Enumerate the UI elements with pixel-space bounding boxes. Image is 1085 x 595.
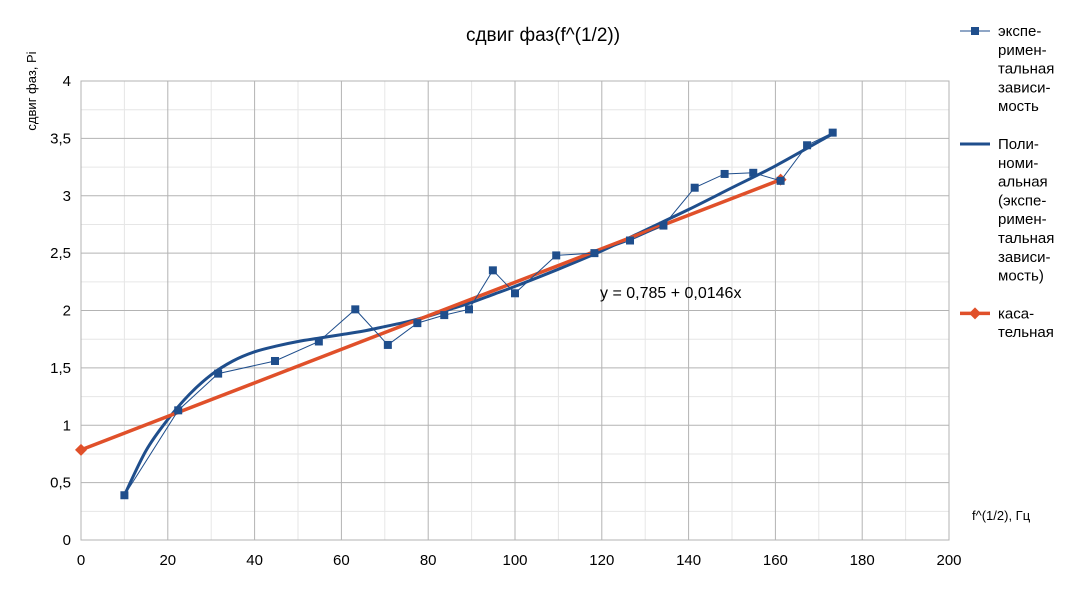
- legend-label-line: римен-: [998, 211, 1047, 228]
- trendline-equation: y = 0,785 + 0,0146x: [600, 285, 741, 302]
- y-tick-label: 1,5: [50, 360, 71, 377]
- tangent-line: [80, 178, 782, 452]
- experimental-point: [120, 491, 129, 500]
- experimental-point: [351, 305, 360, 314]
- legend-marker: [969, 307, 981, 320]
- experimental-point: [659, 221, 668, 230]
- x-axis-label: f^(1/2), Гц: [972, 508, 1031, 523]
- experimental-point: [803, 141, 812, 150]
- experimental-point: [776, 176, 785, 185]
- experimental-point: [511, 289, 519, 298]
- experimental-point: [174, 406, 183, 415]
- experimental-point: [214, 369, 223, 378]
- y-tick-label: 2,5: [50, 245, 71, 262]
- legend-item-3: каса-тельная: [960, 305, 1054, 341]
- legend-label: экспе-римен-тальная зависи-мость: [998, 23, 1054, 115]
- legend-marker: [971, 27, 979, 35]
- x-axis-ticks: 0 20 40 60 80 100 120 140 160 180 200: [77, 552, 962, 569]
- experimental-point: [464, 305, 473, 314]
- y-tick-label: 3,5: [50, 130, 71, 147]
- y-tick-label: 4: [63, 73, 71, 90]
- legend-label-line: зависи-: [998, 79, 1050, 96]
- y-axis-ticks: 0 0,5 1 1,5 2 2,5 3 3,5 4: [50, 73, 71, 549]
- experimental-series-line: [123, 132, 833, 496]
- experimental-point: [440, 311, 449, 320]
- x-tick-label: 200: [936, 552, 961, 569]
- legend-label-line: тальная: [998, 61, 1054, 78]
- legend-label-line: мость): [998, 268, 1044, 285]
- legend-label-line: альная: [998, 174, 1048, 191]
- y-tick-label: 3: [63, 188, 71, 205]
- experimental-point: [314, 337, 323, 346]
- x-tick-label: 140: [676, 552, 701, 569]
- experimental-point: [690, 183, 699, 192]
- y-tick-label: 0,5: [50, 475, 71, 492]
- legend-label: каса-тельная: [998, 305, 1054, 341]
- plot-border: [80, 80, 950, 541]
- y-axis-label: сдвиг фаз, Pi: [24, 51, 39, 130]
- polynomial-trendline: [122, 132, 835, 497]
- experimental-point: [270, 356, 279, 365]
- x-tick-label: 180: [850, 552, 875, 569]
- experimental-point: [720, 169, 729, 178]
- x-tick-label: 80: [420, 552, 437, 569]
- x-tick-label: 0: [77, 552, 85, 569]
- experimental-point: [383, 340, 392, 349]
- x-tick-label: 120: [589, 552, 614, 569]
- legend-label-line: мость: [998, 98, 1039, 115]
- x-tick-label: 20: [159, 552, 176, 569]
- legend-label-line: каса-: [998, 305, 1034, 322]
- experimental-point: [552, 251, 561, 260]
- legend-label-line: (экспе-: [998, 192, 1046, 209]
- tangent-point: [75, 443, 87, 456]
- legend-label-line: Поли-: [998, 136, 1039, 153]
- x-tick-label: 100: [502, 552, 527, 569]
- legend-label-line: тельная: [998, 324, 1054, 341]
- experimental-point: [626, 236, 635, 245]
- legend-item-2: Поли-номи-альная (экспе-римен-тальная зави…: [960, 136, 1054, 285]
- x-tick-label: 60: [333, 552, 350, 569]
- legend-item-1: экспе-римен-тальная зависи-мость: [960, 23, 1054, 115]
- legend-label: Поли-номи-альная (экспе-римен-тальная зави…: [998, 136, 1054, 285]
- experimental-point: [488, 266, 497, 275]
- legend-label-line: зависи-: [998, 249, 1050, 266]
- experimental-point: [413, 319, 422, 328]
- x-tick-label: 160: [763, 552, 788, 569]
- legend-label-line: экспе-: [998, 23, 1041, 40]
- experimental-point: [828, 128, 837, 137]
- chart-title: сдвиг фаз(f^(1/2)): [466, 25, 620, 46]
- series-layer: [75, 128, 837, 500]
- experimental-point: [749, 168, 758, 177]
- legend-label-line: римен-: [998, 42, 1047, 59]
- y-tick-label: 0: [63, 532, 71, 549]
- y-tick-label: 2: [63, 303, 71, 320]
- experimental-point: [590, 249, 599, 258]
- x-tick-label: 40: [246, 552, 263, 569]
- legend-label-line: номи-: [998, 155, 1038, 172]
- plot-frame: [80, 80, 950, 541]
- y-tick-label: 1: [63, 417, 71, 434]
- legend-label-line: тальная: [998, 230, 1054, 247]
- legend: экспе-римен-тальная зависи-мостьПоли-номи…: [960, 23, 1054, 341]
